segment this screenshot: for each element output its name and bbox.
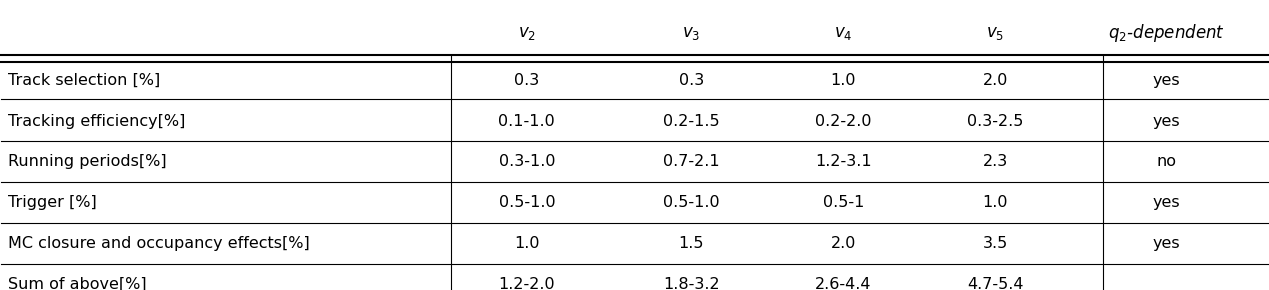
Text: 0.5-1.0: 0.5-1.0 bbox=[499, 195, 555, 210]
Text: 0.3: 0.3 bbox=[514, 73, 539, 88]
Text: 1.0: 1.0 bbox=[982, 195, 1008, 210]
Text: Running periods[%]: Running periods[%] bbox=[8, 154, 166, 169]
Text: 0.5-1.0: 0.5-1.0 bbox=[664, 195, 720, 210]
Text: $q_2$-dependent: $q_2$-dependent bbox=[1108, 22, 1225, 44]
Text: 3.5: 3.5 bbox=[982, 236, 1008, 251]
Text: no: no bbox=[1156, 154, 1176, 169]
Text: 2.3: 2.3 bbox=[982, 154, 1008, 169]
Text: $v_3$: $v_3$ bbox=[683, 24, 700, 42]
Text: 1.8-3.2: 1.8-3.2 bbox=[664, 277, 720, 290]
Text: $v_5$: $v_5$ bbox=[986, 24, 1005, 42]
Text: 0.3: 0.3 bbox=[679, 73, 704, 88]
Text: 1.2-3.1: 1.2-3.1 bbox=[815, 154, 872, 169]
Text: yes: yes bbox=[1152, 73, 1180, 88]
Text: 1.0: 1.0 bbox=[514, 236, 539, 251]
Text: 0.5-1: 0.5-1 bbox=[822, 195, 864, 210]
Text: 1.2-2.0: 1.2-2.0 bbox=[499, 277, 555, 290]
Text: 0.2-1.5: 0.2-1.5 bbox=[664, 114, 720, 128]
Text: Trigger [%]: Trigger [%] bbox=[8, 195, 96, 210]
Text: 0.1-1.0: 0.1-1.0 bbox=[499, 114, 556, 128]
Text: Sum of above[%]: Sum of above[%] bbox=[8, 277, 146, 290]
Text: Track selection [%]: Track selection [%] bbox=[8, 73, 160, 88]
Text: 4.7-5.4: 4.7-5.4 bbox=[967, 277, 1024, 290]
Text: 1.5: 1.5 bbox=[679, 236, 704, 251]
Text: MC closure and occupancy effects[%]: MC closure and occupancy effects[%] bbox=[8, 236, 310, 251]
Text: 2.0: 2.0 bbox=[982, 73, 1008, 88]
Text: 2.6-4.4: 2.6-4.4 bbox=[815, 277, 872, 290]
Text: yes: yes bbox=[1152, 114, 1180, 128]
Text: Tracking efficiency[%]: Tracking efficiency[%] bbox=[8, 114, 185, 128]
Text: 1.0: 1.0 bbox=[831, 73, 857, 88]
Text: yes: yes bbox=[1152, 195, 1180, 210]
Text: 0.2-2.0: 0.2-2.0 bbox=[815, 114, 872, 128]
Text: 0.7-2.1: 0.7-2.1 bbox=[664, 154, 720, 169]
Text: 2.0: 2.0 bbox=[831, 236, 857, 251]
Text: $v_4$: $v_4$ bbox=[834, 24, 853, 42]
Text: yes: yes bbox=[1152, 236, 1180, 251]
Text: 0.3-1.0: 0.3-1.0 bbox=[499, 154, 555, 169]
Text: 0.3-2.5: 0.3-2.5 bbox=[967, 114, 1024, 128]
Text: $v_2$: $v_2$ bbox=[518, 24, 536, 42]
